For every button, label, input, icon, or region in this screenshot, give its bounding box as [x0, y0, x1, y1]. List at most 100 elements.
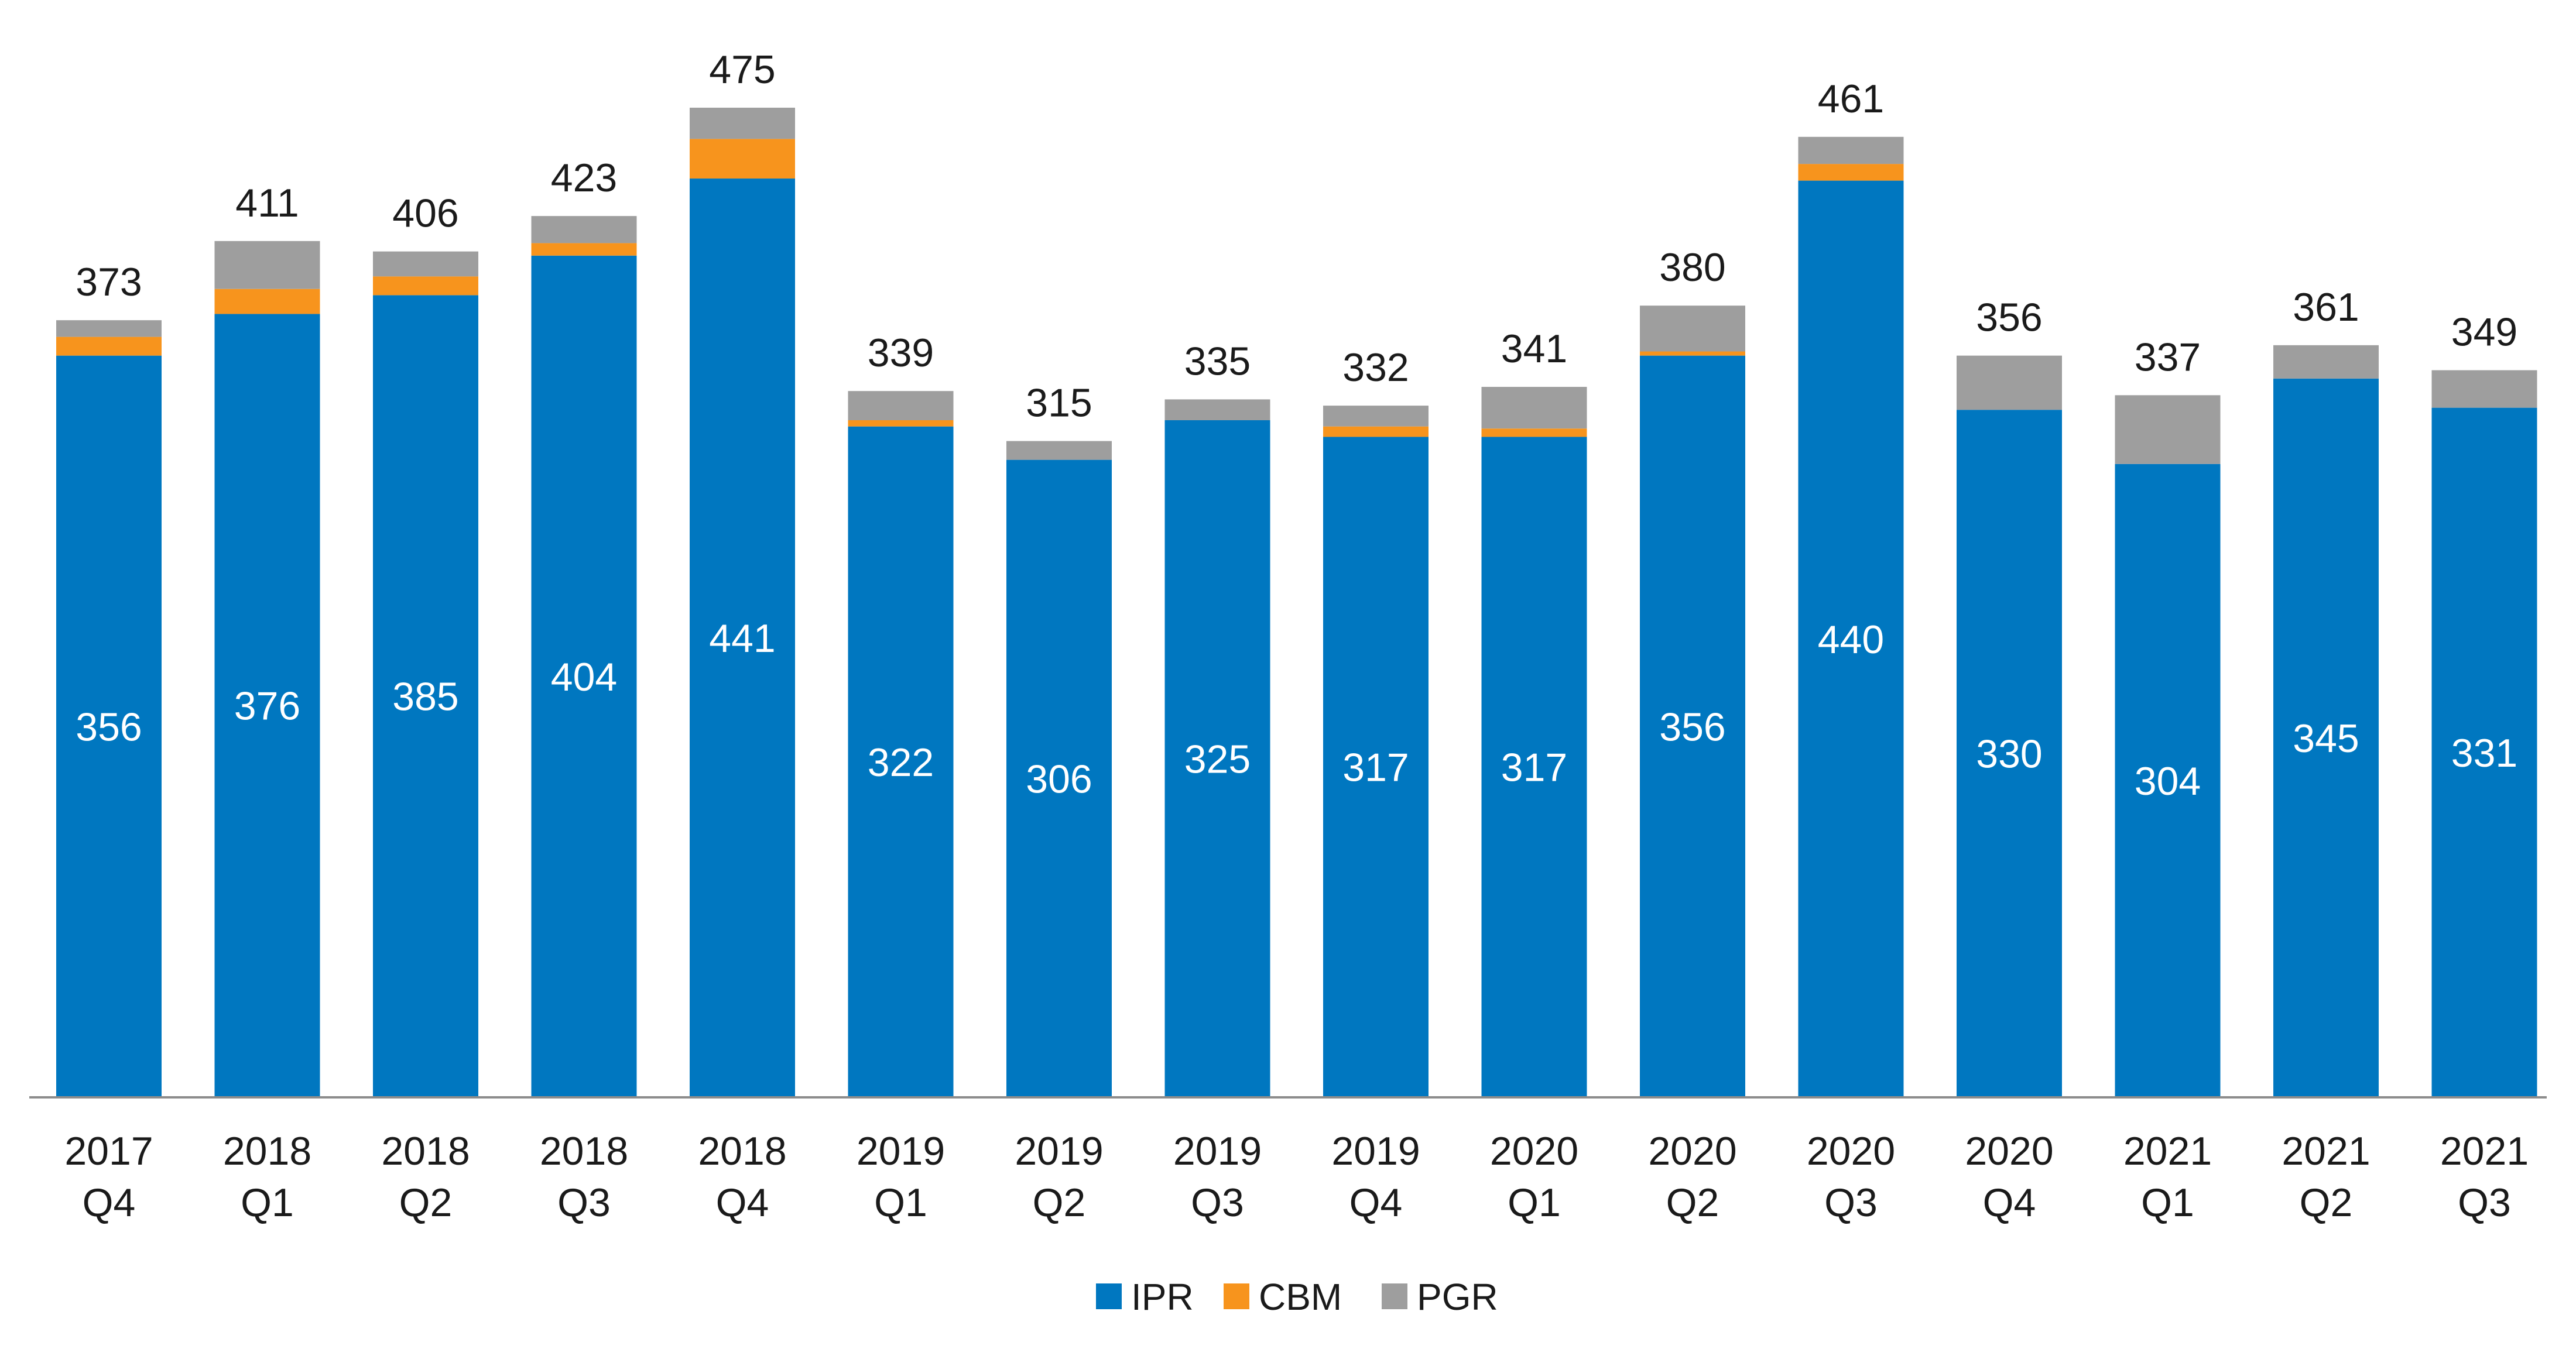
x-tick-year-1: 2018	[223, 1129, 311, 1173]
x-tick-year-2: 2018	[381, 1129, 470, 1173]
bar-pgr-8	[1323, 406, 1429, 427]
bar-pgr-7	[1165, 399, 1270, 420]
data-label-ipr-2: 385	[392, 675, 458, 719]
data-label-total-2: 406	[392, 191, 458, 236]
bar-cbm-9	[1482, 428, 1587, 437]
data-label-total-15: 349	[2451, 310, 2517, 355]
x-tick-quarter-1: Q1	[241, 1180, 294, 1225]
bar-pgr-10	[1640, 306, 1745, 351]
bar-pgr-11	[1799, 137, 1904, 164]
bar-pgr-13	[2115, 395, 2221, 464]
data-label-ipr-6: 306	[1026, 757, 1092, 801]
x-tick-quarter-6: Q2	[1033, 1180, 1086, 1225]
data-label-ipr-9: 317	[1501, 746, 1567, 790]
x-tick-year-13: 2021	[2123, 1129, 2212, 1173]
x-tick-year-3: 2018	[540, 1129, 628, 1173]
bar-cbm-3	[532, 243, 637, 255]
x-tick-quarter-11: Q3	[1824, 1180, 1878, 1225]
data-label-total-8: 332	[1342, 345, 1409, 390]
x-tick-year-0: 2017	[64, 1129, 153, 1173]
data-label-ipr-0: 356	[76, 705, 142, 749]
data-label-ipr-15: 331	[2451, 731, 2517, 775]
bar-pgr-5	[848, 391, 954, 420]
data-label-total-0: 373	[76, 260, 142, 304]
bar-pgr-9	[1482, 387, 1587, 428]
x-tick-year-15: 2021	[2440, 1129, 2529, 1173]
data-label-ipr-14: 345	[2293, 716, 2359, 761]
data-label-ipr-11: 440	[1818, 617, 1884, 662]
bar-cbm-0	[56, 337, 162, 356]
x-tick-quarter-7: Q3	[1191, 1180, 1244, 1225]
x-tick-quarter-5: Q1	[874, 1180, 927, 1225]
data-label-ipr-8: 317	[1342, 746, 1409, 790]
bar-pgr-1	[215, 241, 320, 289]
x-tick-year-4: 2018	[698, 1129, 786, 1173]
x-tick-quarter-3: Q3	[557, 1180, 611, 1225]
data-label-ipr-7: 325	[1184, 737, 1251, 782]
bar-cbm-10	[1640, 352, 1745, 356]
data-label-ipr-1: 376	[234, 684, 300, 729]
legend-label-ipr: IPR	[1131, 1276, 1194, 1318]
data-label-total-12: 356	[1976, 296, 2042, 340]
bar-pgr-3	[532, 216, 637, 243]
data-label-total-11: 461	[1818, 77, 1884, 121]
x-tick-quarter-13: Q1	[2141, 1180, 2194, 1225]
bar-pgr-2	[373, 252, 478, 277]
x-tick-quarter-4: Q4	[716, 1180, 769, 1225]
data-label-total-1: 411	[235, 181, 299, 225]
bar-cbm-2	[373, 276, 478, 295]
data-label-total-13: 337	[2135, 335, 2201, 379]
data-label-total-5: 339	[868, 331, 934, 375]
data-label-total-14: 361	[2293, 285, 2359, 329]
bar-pgr-15	[2432, 370, 2537, 408]
x-tick-quarter-2: Q2	[399, 1180, 453, 1225]
x-tick-year-11: 2020	[1807, 1129, 1895, 1173]
data-label-ipr-13: 304	[2135, 759, 2201, 804]
legend-swatch-pgr	[1382, 1283, 1407, 1309]
bar-cbm-8	[1323, 427, 1429, 437]
data-label-ipr-10: 356	[1659, 705, 1725, 749]
legend: IPR CBM PGR	[1096, 1276, 1498, 1318]
x-tick-quarter-0: Q4	[83, 1180, 136, 1225]
x-tick-quarter-10: Q2	[1666, 1180, 1719, 1225]
legend-swatch-cbm	[1224, 1283, 1249, 1309]
legend-label-pgr: PGR	[1417, 1276, 1498, 1318]
bar-cbm-4	[690, 139, 795, 179]
bar-cbm-1	[215, 289, 320, 314]
bar-cbm-11	[1799, 164, 1904, 180]
x-tick-quarter-15: Q3	[2458, 1180, 2511, 1225]
data-label-total-10: 380	[1659, 245, 1725, 290]
x-tick-labels: 2017 Q4 2018 Q1 2018 Q2 2018 Q3 2018 Q4 2019 Q1 2019…	[64, 1129, 2529, 1225]
bar-pgr-6	[1006, 441, 1112, 460]
data-label-ipr-5: 322	[868, 740, 934, 785]
x-tick-year-12: 2020	[1965, 1129, 2053, 1173]
data-label-ipr-4: 441	[709, 616, 775, 661]
x-tick-year-7: 2019	[1173, 1129, 1262, 1173]
x-tick-quarter-14: Q2	[2300, 1180, 2353, 1225]
bar-pgr-4	[690, 108, 795, 139]
bar-pgr-14	[2273, 345, 2379, 379]
legend-swatch-ipr	[1096, 1283, 1122, 1309]
bar-pgr-12	[1957, 356, 2062, 410]
bars-group	[56, 108, 2537, 1097]
x-tick-quarter-9: Q1	[1508, 1180, 1561, 1225]
x-tick-year-6: 2019	[1015, 1129, 1103, 1173]
x-tick-year-8: 2019	[1331, 1129, 1420, 1173]
data-label-total-4: 475	[709, 47, 775, 92]
bar-cbm-5	[848, 420, 954, 427]
data-label-ipr-3: 404	[551, 655, 617, 699]
data-label-total-9: 341	[1501, 327, 1567, 371]
x-tick-year-14: 2021	[2282, 1129, 2370, 1173]
x-tick-year-10: 2020	[1648, 1129, 1736, 1173]
x-tick-year-5: 2019	[857, 1129, 945, 1173]
data-label-total-3: 423	[551, 156, 617, 200]
x-tick-year-9: 2020	[1490, 1129, 1578, 1173]
legend-label-cbm: CBM	[1259, 1276, 1342, 1318]
data-label-ipr-12: 330	[1976, 732, 2042, 777]
data-label-total-7: 335	[1184, 339, 1251, 383]
bar-pgr-0	[56, 320, 162, 337]
x-tick-quarter-8: Q4	[1349, 1180, 1403, 1225]
data-label-total-6: 315	[1026, 381, 1092, 425]
x-tick-quarter-12: Q4	[1983, 1180, 2036, 1225]
